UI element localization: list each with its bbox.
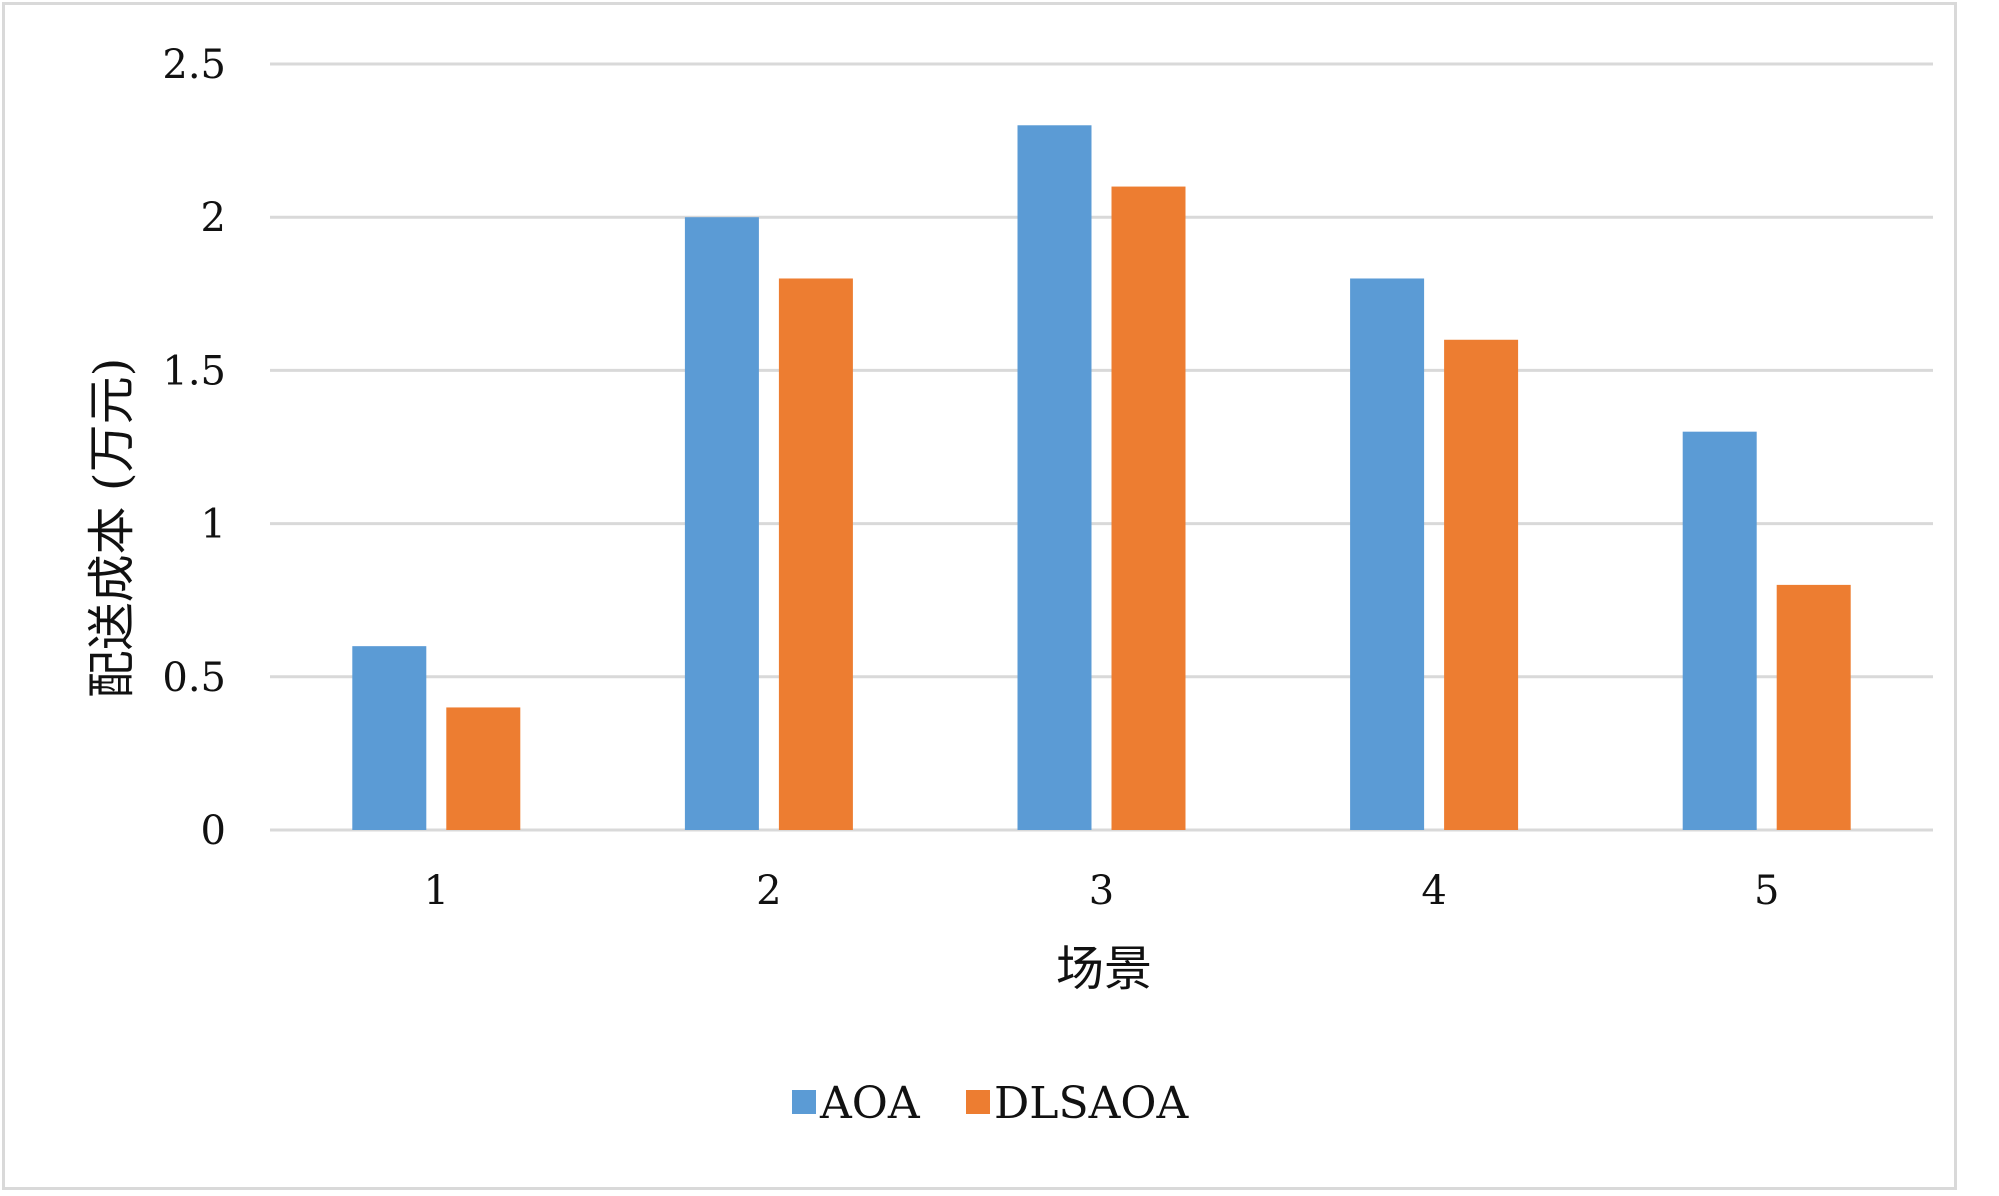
bar-aoa-3 bbox=[1017, 125, 1092, 830]
y-tick-label-2: 1 bbox=[201, 502, 226, 548]
x-tick-label-5: 5 bbox=[1754, 868, 1779, 914]
bar-dlsaoa-3 bbox=[1111, 186, 1186, 830]
legend-swatch-dlsaoa bbox=[966, 1090, 990, 1114]
y-tick-label-1: 0.5 bbox=[162, 655, 226, 701]
bar-dlsaoa-4 bbox=[1444, 339, 1519, 830]
x-tick-label-1: 1 bbox=[424, 868, 449, 914]
bar-dlsaoa-1 bbox=[446, 707, 521, 830]
x-tick-label-4: 4 bbox=[1421, 868, 1446, 914]
bars bbox=[352, 125, 1851, 831]
chart-frame bbox=[2, 2, 1957, 1190]
legend-label-aoa: AOA bbox=[819, 1078, 921, 1129]
y-tick-label-3: 1.5 bbox=[162, 348, 226, 394]
x-axis-title: 场景 bbox=[1056, 941, 1152, 997]
legend: AOA DLSAOA bbox=[792, 1078, 1189, 1129]
bar-aoa-4 bbox=[1350, 278, 1425, 831]
x-tick-label-3: 3 bbox=[1089, 868, 1114, 914]
bar-dlsaoa-2 bbox=[778, 278, 853, 831]
bar-aoa-2 bbox=[684, 217, 759, 830]
legend-label-dlsaoa: DLSAOA bbox=[994, 1078, 1189, 1129]
legend-swatch-aoa bbox=[792, 1090, 816, 1114]
x-tick-labels: 1 2 3 4 5 bbox=[424, 868, 1780, 914]
bar-aoa-5 bbox=[1682, 431, 1757, 830]
x-tick-label-2: 2 bbox=[756, 868, 781, 914]
bar-dlsaoa-5 bbox=[1776, 584, 1851, 830]
y-tick-labels: 0 0.5 1 1.5 2 2.5 bbox=[162, 42, 226, 854]
y-tick-label-5: 2.5 bbox=[162, 42, 226, 88]
y-tick-label-4: 2 bbox=[201, 195, 226, 241]
gridlines bbox=[270, 62, 1933, 832]
y-axis-title: 配送成本 (万元) bbox=[84, 358, 140, 699]
y-tick-label-0: 0 bbox=[201, 808, 226, 854]
bar-aoa-1 bbox=[352, 646, 427, 830]
